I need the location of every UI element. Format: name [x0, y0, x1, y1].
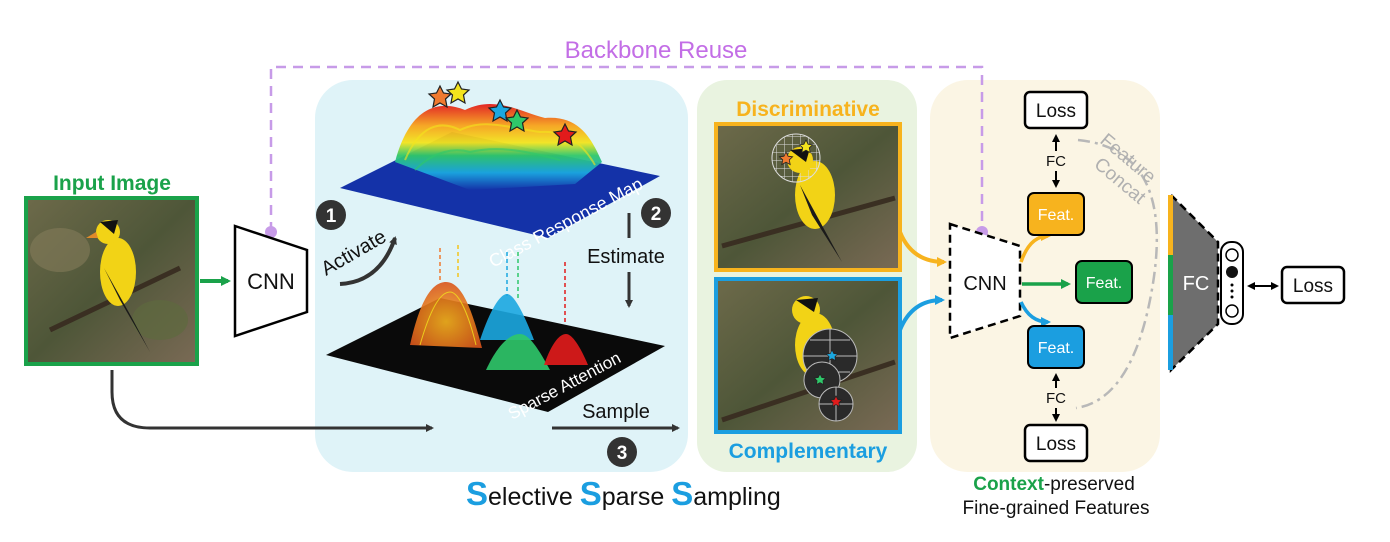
fc-bottom-label-bg — [1044, 388, 1068, 408]
discriminative-image — [714, 122, 902, 272]
step-3-label: Sample — [582, 401, 650, 423]
cnn-to-feat-bottom-arrow — [1019, 301, 1051, 327]
fc-big-bar-green — [1168, 255, 1173, 315]
output-node-column — [1220, 241, 1244, 325]
reuse-dot-left — [265, 226, 277, 238]
output-node-dot-1 — [1230, 283, 1234, 287]
output-node-dot-2 — [1230, 289, 1234, 293]
step-3-number: 3 — [617, 443, 628, 464]
loss-bottom-label: Loss — [1036, 434, 1076, 455]
loss-top-box — [1023, 90, 1089, 130]
cnn-right-shape — [948, 222, 1022, 340]
backbone-reuse-line — [269, 65, 984, 232]
complementary-image — [714, 277, 902, 434]
feat-bottom-label: Feat. — [1038, 340, 1074, 357]
input-to-sparse-arrow — [110, 370, 434, 432]
step-2-number: 2 — [651, 204, 662, 225]
feat-mid-box — [1075, 260, 1133, 304]
disc-to-cnn-arrow — [898, 231, 947, 267]
sparse-attention-map — [326, 282, 665, 412]
complementary-label: Complementary — [729, 440, 888, 463]
feat-top-box — [1027, 192, 1085, 236]
feat-top-label: Feat. — [1038, 207, 1074, 224]
output-node-2 — [1226, 266, 1238, 278]
comp-to-cnn-arrow — [898, 295, 945, 331]
fc-top-label: FC — [1046, 153, 1066, 170]
output-node-1 — [1225, 248, 1239, 262]
cnn-right-label: CNN — [963, 273, 1006, 295]
feat-mid-label: Feat. — [1086, 275, 1122, 292]
backbone-reuse-title: Backbone Reuse — [565, 37, 748, 64]
context-caption-line2: Fine-grained Features — [963, 498, 1150, 519]
output-node-3 — [1225, 304, 1239, 318]
discriminative-label: Discriminative — [736, 98, 880, 121]
step-1-number: 1 — [326, 206, 337, 227]
loss-right-box — [1280, 265, 1346, 305]
fc-big-shape — [1169, 191, 1220, 373]
activate-arrow — [339, 236, 397, 286]
fc-bottom-label: FC — [1046, 390, 1066, 407]
step-1-badge — [316, 200, 346, 230]
sss-caption: Selective Sparse Sampling — [466, 475, 781, 512]
cnn-to-feat-top-arrow — [1019, 231, 1051, 263]
step-2-badge — [641, 198, 671, 228]
step-3-badge — [607, 437, 637, 467]
context-caption-line1: Context-preserved — [973, 474, 1135, 495]
feature-learning-panel — [930, 80, 1160, 472]
input-bird-image — [24, 196, 199, 366]
step-2-label: Estimate — [587, 246, 665, 268]
output-node-dot-3 — [1230, 295, 1234, 299]
loss-right-label: Loss — [1293, 276, 1333, 297]
fc-big-bar-blue — [1168, 315, 1173, 370]
cnn-left-shape — [233, 224, 309, 338]
fc-top-label-bg — [1044, 151, 1068, 171]
cnn-left-label: CNN — [247, 269, 295, 294]
loss-top-label: Loss — [1036, 101, 1076, 122]
feat-bottom-box — [1027, 325, 1085, 369]
loss-bottom-box — [1023, 423, 1089, 463]
fc-big-label: FC — [1183, 273, 1210, 295]
fc-big-bar-orange — [1168, 195, 1173, 255]
input-image-label: Input Image — [53, 172, 171, 195]
class-response-map — [340, 80, 660, 238]
feature-concat-arc — [1075, 138, 1158, 410]
